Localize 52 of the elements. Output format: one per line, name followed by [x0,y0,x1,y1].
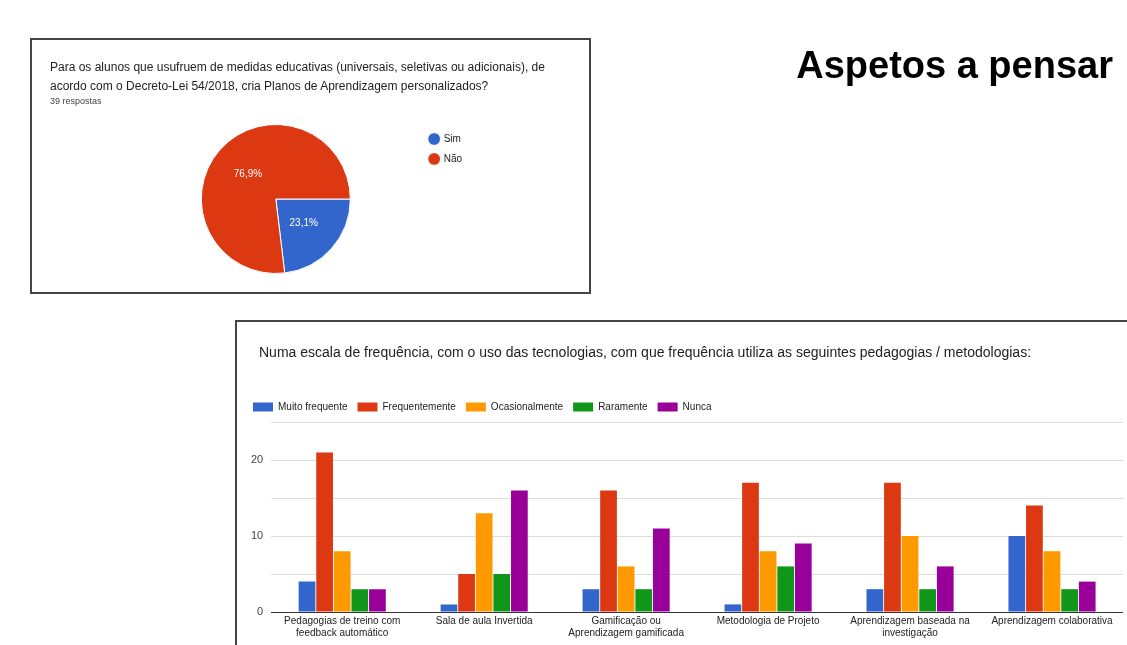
bar [475,513,493,612]
text: Aspetos a pensar [796,44,1113,87]
chart-title: Numa escala de frequência, com o uso das tecnologias, com que frequência utiliza as seguintes pedagogias / metodologias: [259,344,1033,360]
x-tick-label: Gamificação ou Aprendizagem gamificada [568,614,685,638]
bar [724,604,742,612]
bar [1008,536,1026,612]
legend-label: Frequentemente [382,400,457,412]
legend-label: Muito frequente [278,400,348,412]
legend-label: Não [443,152,463,164]
data-label: 76,9% [233,168,263,180]
bar [777,566,795,612]
bar [635,589,653,612]
y-tick-label: 20 [250,453,264,466]
legend-label: Ocasionalmente [490,400,564,412]
bar [759,551,777,612]
bar [936,566,954,612]
bar [866,589,884,612]
bar [794,543,812,612]
x-tick-label: Aprendizagem colaborativa [991,614,1114,626]
y-tick-label: 0 [257,605,264,618]
x-tick-label: Aprendizagem baseada na investigação [850,614,971,638]
bar [617,566,635,612]
bar [298,581,316,612]
bar [1043,551,1061,612]
bar [351,589,369,612]
bar [919,589,937,612]
bar [884,482,901,612]
bar [1078,581,1096,612]
bar [652,528,670,612]
bar [582,589,600,612]
x-tick-label: Pedagogias de treino com feedback automático [284,614,401,638]
legend-label: Nunca [682,400,712,412]
bar [458,574,475,612]
bar [493,574,511,612]
bar [440,604,458,612]
chart-title: Para os alunos que usufruem de medidas educativas (universais, seletivas ou adicionais), de acordo com o Decreto-Lei 54/2018, cria Planos de Aprendizagem personalizados? [50,59,546,95]
legend-label: Sim [443,132,461,144]
y-tick-label: 10 [250,529,264,542]
bar [333,551,351,612]
bar [316,452,333,612]
bar [901,536,919,612]
bar [1026,505,1043,612]
bar [511,490,528,612]
legend-label: Raramente [598,400,649,412]
text: 39 respostas [50,96,102,106]
x-tick-label: Metodologia de Projeto [716,614,820,626]
data-label: 23,1% [289,217,318,229]
bar [600,490,617,612]
bar [1061,589,1078,612]
bar [742,482,759,612]
x-tick-label: Sala de aula Invertida [435,614,533,626]
bar [369,589,386,612]
